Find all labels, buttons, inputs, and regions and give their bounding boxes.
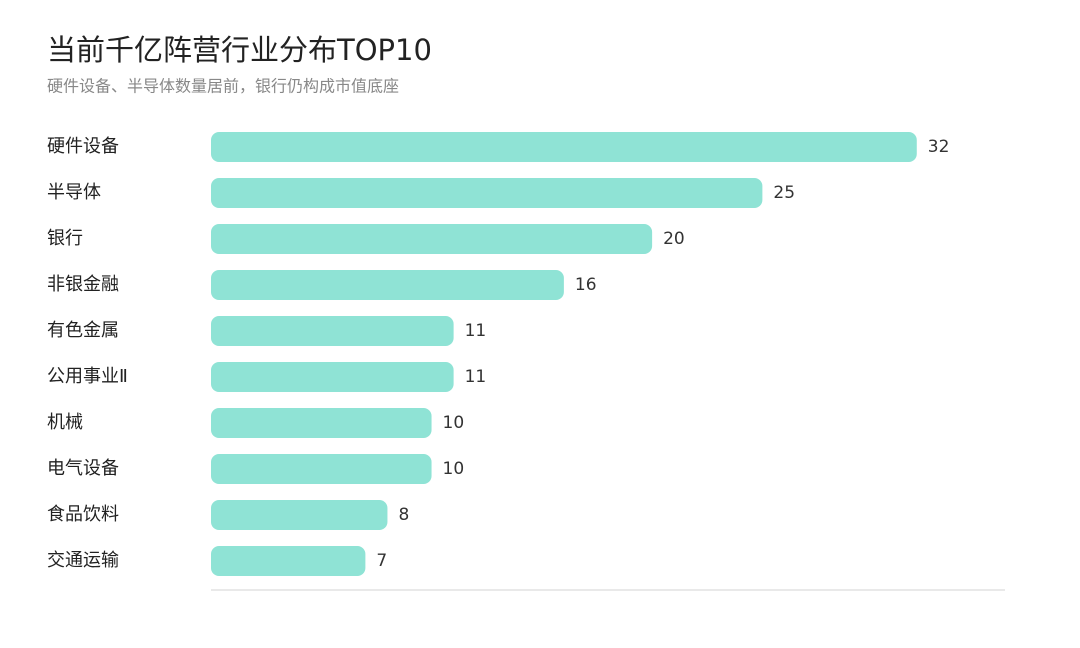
bar [211, 316, 454, 346]
bar [211, 546, 366, 576]
value-label: 7 [376, 551, 387, 571]
bar [211, 500, 388, 530]
y-tick-label: 银行 [47, 228, 83, 249]
bar [211, 178, 763, 208]
bar [211, 362, 454, 392]
y-tick-label: 公用事业Ⅱ [47, 366, 128, 387]
bar [211, 224, 653, 254]
y-tick-label: 有色金属 [47, 320, 119, 341]
y-tick-label: 机械 [47, 412, 83, 433]
y-tick-label: 交通运输 [47, 550, 119, 571]
value-label: 25 [773, 183, 795, 203]
y-tick-label: 非银金融 [47, 274, 119, 295]
value-label: 20 [663, 229, 685, 249]
value-label: 16 [575, 275, 597, 295]
value-label: 11 [465, 321, 487, 341]
value-label: 32 [928, 137, 950, 157]
bar [211, 270, 564, 300]
bar [211, 454, 432, 484]
value-label: 10 [443, 459, 465, 479]
value-label: 8 [398, 505, 409, 525]
value-label: 10 [443, 413, 465, 433]
bar [211, 408, 432, 438]
y-tick-label: 半导体 [47, 182, 101, 203]
chart-title: 当前千亿阵营行业分布TOP10 [47, 33, 432, 67]
value-label: 11 [465, 367, 487, 387]
chart-subtitle: 硬件设备、半导体数量居前，银行仍构成市值底座 [47, 77, 399, 96]
y-tick-label: 电气设备 [47, 458, 119, 479]
y-tick-label: 硬件设备 [47, 136, 119, 157]
bar [211, 132, 917, 162]
y-tick-label: 食品饮料 [47, 504, 119, 525]
